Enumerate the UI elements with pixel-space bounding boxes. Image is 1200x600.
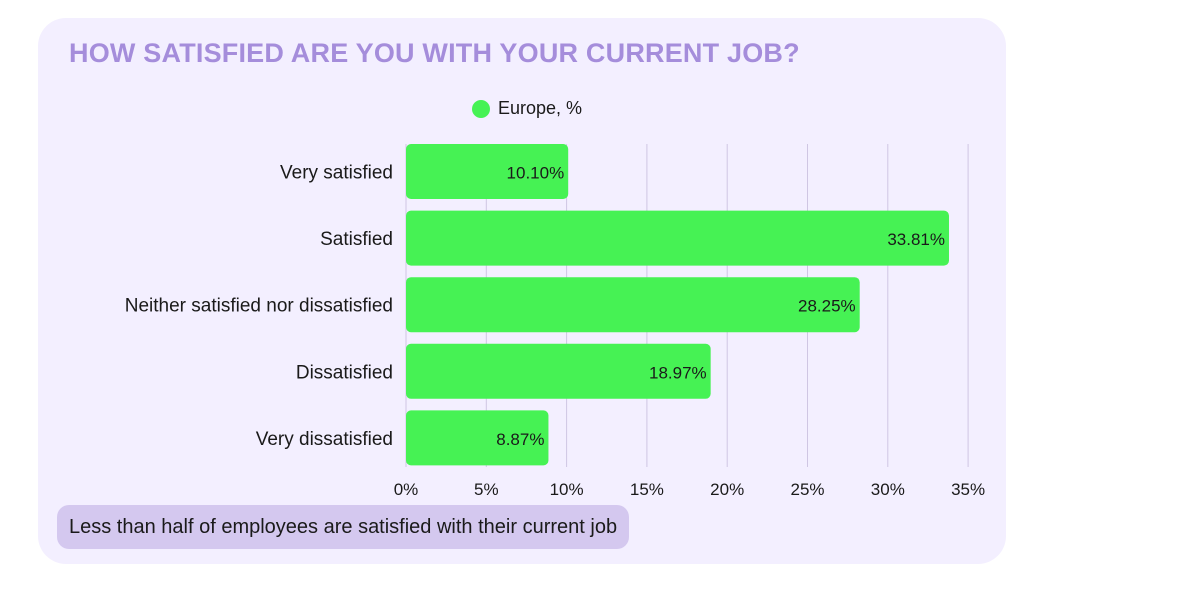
bar bbox=[406, 210, 949, 266]
bar bbox=[406, 277, 860, 333]
bar bbox=[406, 144, 569, 199]
data-label: 33.81% bbox=[887, 230, 945, 249]
category-label: Neither satisfied nor dissatisfied bbox=[125, 296, 393, 317]
bar bbox=[406, 343, 711, 399]
data-label: 18.97% bbox=[649, 363, 707, 382]
annotation-note: Less than half of employees are satisfie… bbox=[57, 505, 630, 549]
legend: Europe, % bbox=[472, 98, 582, 119]
category-label: Very satisfied bbox=[280, 163, 393, 184]
x-tick-label: 10% bbox=[550, 480, 584, 499]
bar bbox=[406, 410, 549, 466]
legend-swatch bbox=[472, 99, 490, 118]
data-label: 28.25% bbox=[798, 297, 856, 316]
x-tick-label: 0% bbox=[394, 480, 419, 499]
x-tick-label: 35% bbox=[951, 480, 985, 499]
legend-label: Europe, % bbox=[498, 98, 583, 118]
x-tick-label: 30% bbox=[871, 480, 905, 499]
category-label: Satisfied bbox=[320, 229, 393, 250]
data-label: 8.87% bbox=[496, 430, 544, 449]
category-label: Very dissatisfied bbox=[256, 429, 393, 450]
x-tick-label: 25% bbox=[790, 480, 824, 499]
data-label: 10.10% bbox=[507, 164, 565, 183]
x-tick-label: 20% bbox=[710, 480, 744, 499]
x-tick-label: 15% bbox=[630, 480, 664, 499]
category-label: Dissatisfied bbox=[296, 362, 393, 383]
chart-title: HOW SATISFIED ARE YOU WITH YOUR CURRENT … bbox=[69, 38, 800, 68]
x-tick-label: 5% bbox=[474, 480, 499, 499]
